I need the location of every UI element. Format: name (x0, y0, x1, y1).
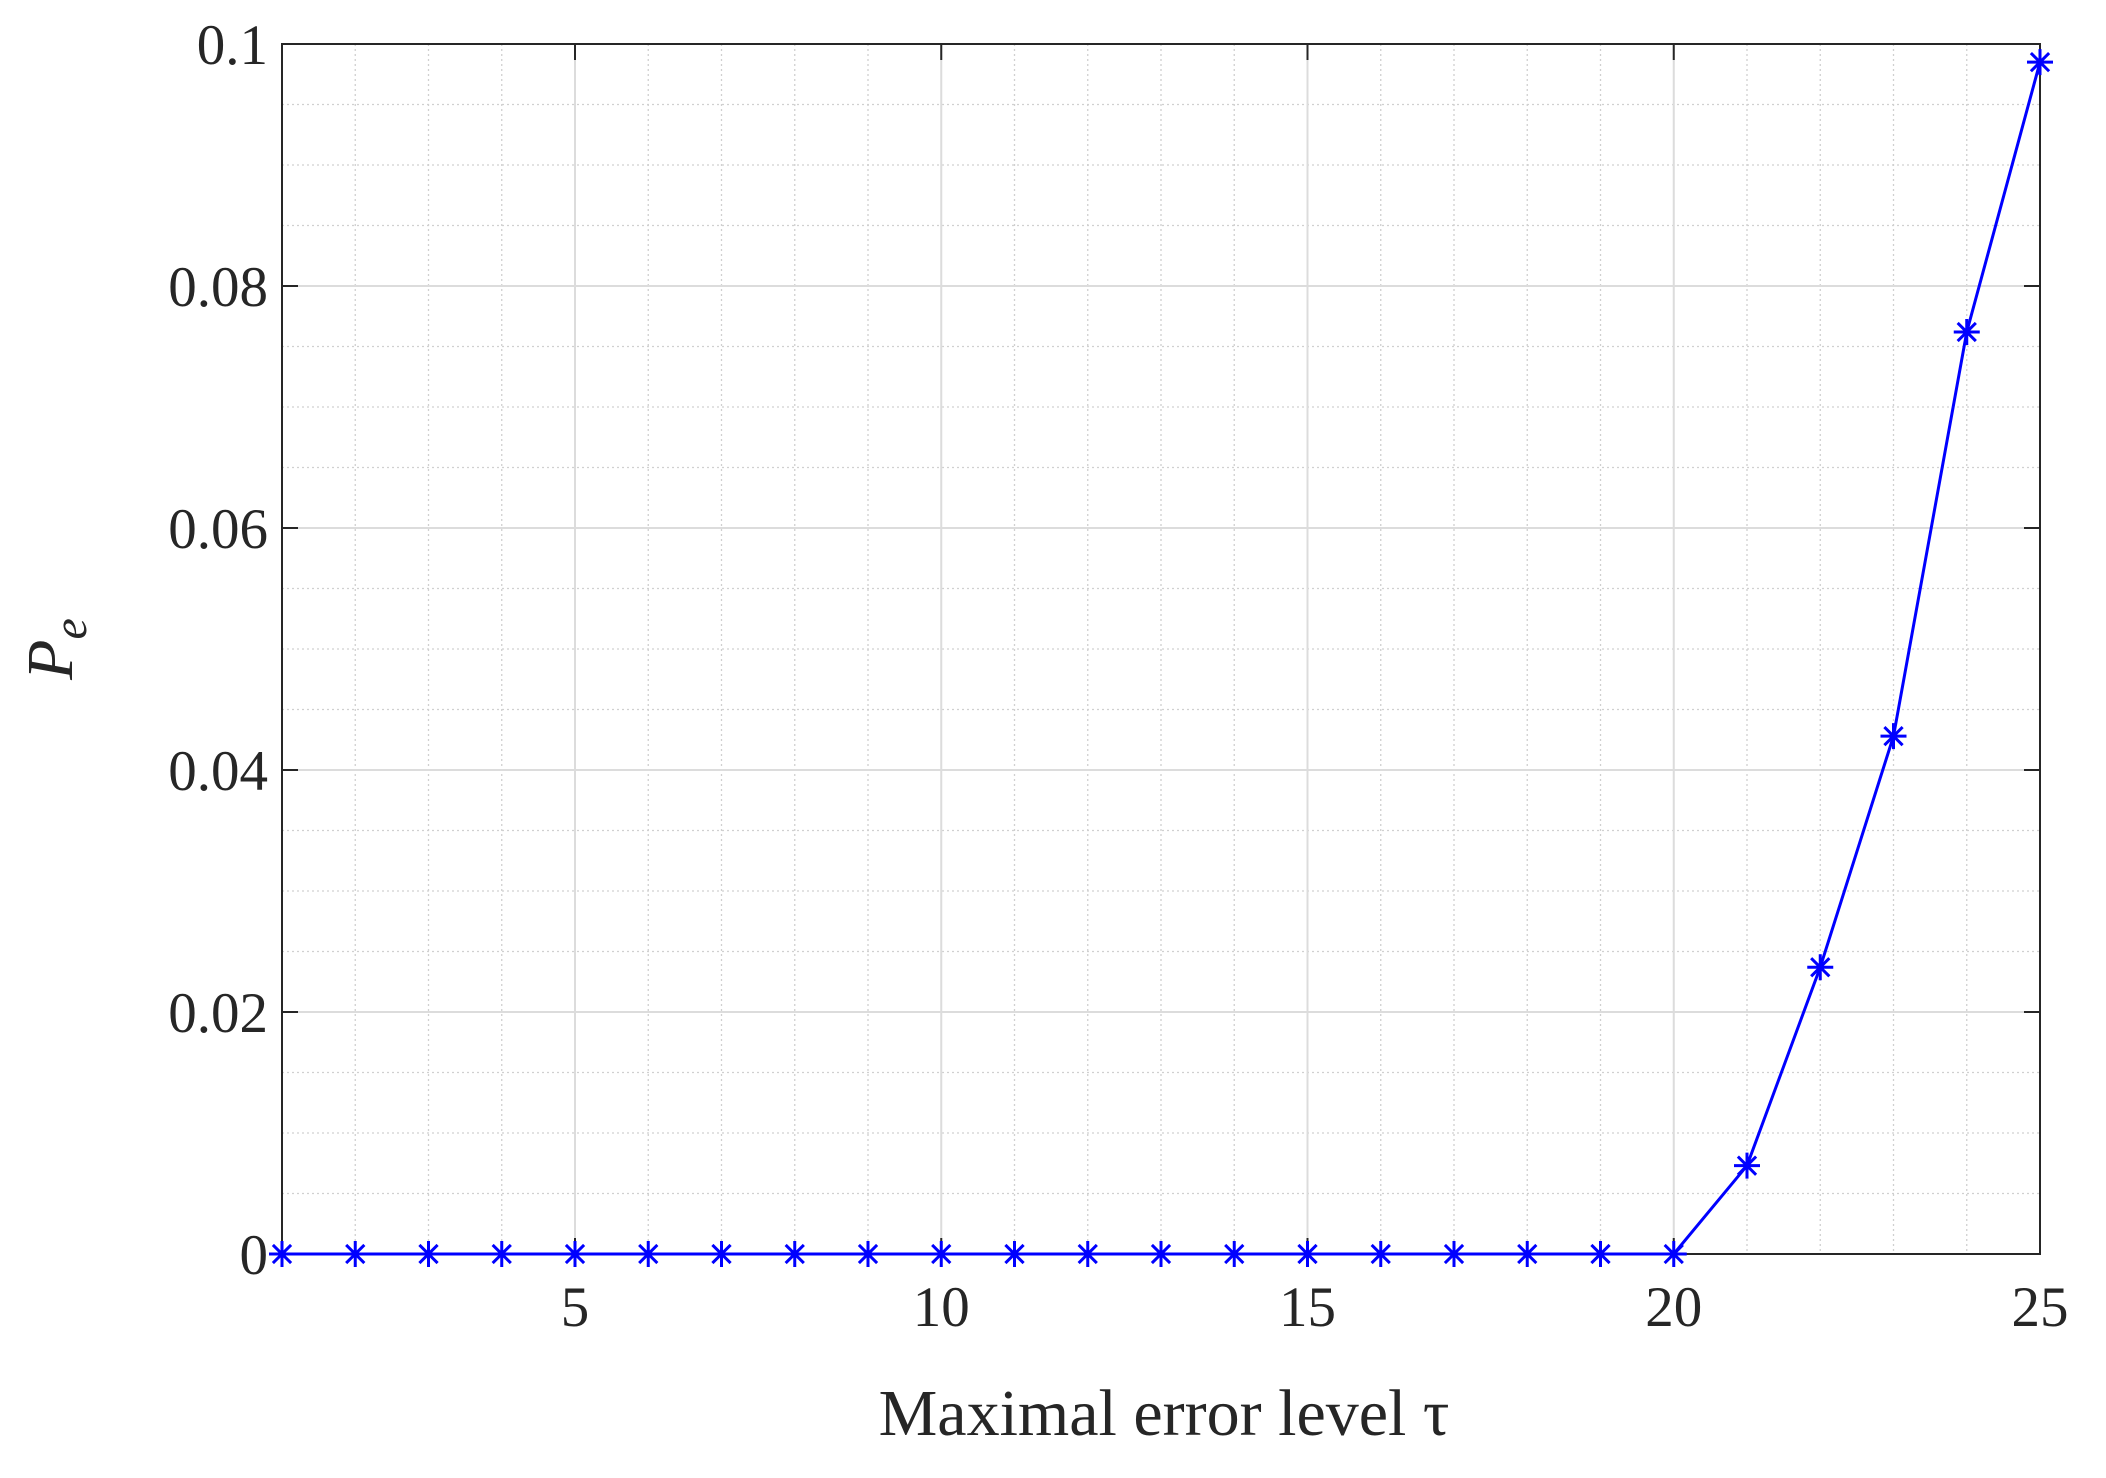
y-tick-label: 0.06 (168, 498, 268, 561)
y-tick-label: 0.04 (168, 740, 268, 803)
data-marker (781, 1241, 808, 1267)
data-marker (488, 1241, 515, 1267)
data-marker (1221, 1241, 1248, 1267)
data-marker (562, 1241, 588, 1267)
x-tick-label: 5 (561, 1276, 590, 1339)
data-marker (1148, 1241, 1174, 1267)
data-marker (1294, 1241, 1321, 1267)
data-marker (1367, 1241, 1394, 1267)
data-marker (635, 1241, 662, 1267)
y-tick-label: 0.08 (168, 256, 268, 319)
x-tick-label: 10 (913, 1276, 970, 1339)
x-axis-label: Maximal error level τ (879, 1377, 1450, 1450)
data-marker (342, 1241, 369, 1267)
y-label-subscript: e (44, 618, 97, 639)
data-marker (1587, 1241, 1614, 1267)
data-marker (1074, 1241, 1101, 1267)
data-marker (1880, 723, 1907, 750)
y-axis-label: Pe (14, 618, 97, 681)
x-tick-label: 15 (1279, 1276, 1336, 1339)
data-marker (2027, 49, 2053, 76)
y-tick-label: 0.1 (197, 14, 268, 77)
data-marker (1514, 1241, 1541, 1267)
data-marker (1001, 1241, 1028, 1267)
x-tick-label: 25 (2012, 1276, 2069, 1339)
data-marker (1660, 1241, 1687, 1267)
data-marker (1441, 1241, 1467, 1267)
x-tick-label: 20 (1645, 1276, 1702, 1339)
data-marker (855, 1241, 881, 1267)
data-marker (1953, 318, 1980, 345)
data-marker (1734, 1152, 1760, 1179)
y-tick-label: 0.02 (168, 982, 268, 1045)
data-marker (269, 1241, 295, 1267)
data-marker (708, 1241, 735, 1267)
data-marker (415, 1241, 442, 1267)
y-tick-label: 0 (240, 1224, 269, 1287)
y-label-text: P (14, 639, 87, 680)
data-marker (1807, 954, 1834, 981)
data-marker (928, 1241, 955, 1267)
y-label-main: Pe (14, 618, 97, 681)
